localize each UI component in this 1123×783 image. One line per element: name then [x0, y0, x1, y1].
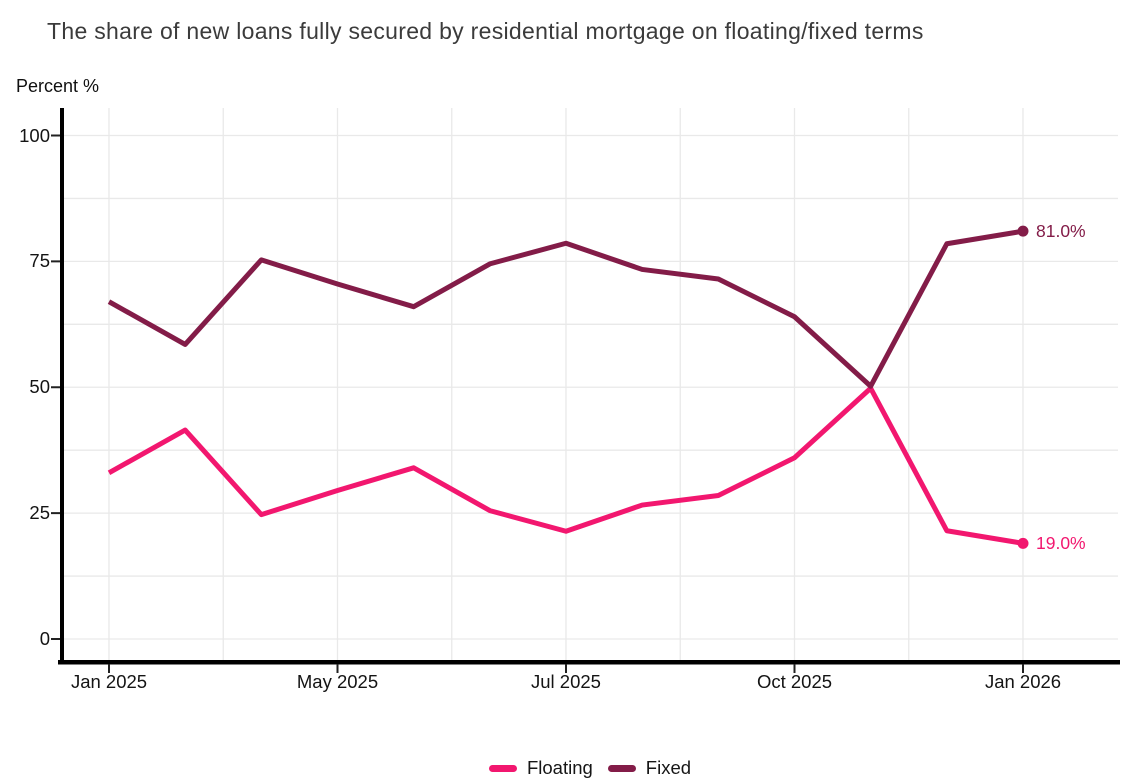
series-end-label-floating: 19.0%	[1036, 533, 1086, 554]
y-tick-label: 100	[19, 124, 50, 146]
x-tick-label: Jan 2026	[984, 671, 1062, 692]
legend-label-fixed: Fixed	[645, 757, 692, 778]
legend-item-floating: Floating	[488, 756, 593, 780]
y-axis-title: Percent %	[16, 76, 100, 96]
legend-swatch-fixed	[607, 764, 636, 772]
x-tick-label: Jul 2025	[531, 671, 601, 692]
y-tick-label: 25	[29, 502, 50, 524]
x-tick-label: Oct 2025	[756, 671, 833, 692]
page-title: The share of new loans fully secured by …	[47, 18, 924, 44]
legend: Floating Fixed	[62, 755, 1118, 781]
y-tick-label: 0	[39, 628, 50, 649]
legend-item-fixed: Fixed	[607, 756, 692, 780]
y-tick-label: 75	[29, 250, 50, 272]
x-tick-label: Jan 2025	[70, 671, 148, 692]
series-end-label-fixed: 81.0%	[1036, 221, 1086, 242]
series-line-fixed	[107, 228, 1024, 389]
legend-label-floating: Floating	[526, 757, 593, 778]
x-axis-line	[58, 660, 1120, 665]
series-end-dot-fixed	[1017, 225, 1029, 237]
y-tick-label: 50	[29, 376, 50, 398]
y-axis-line	[60, 108, 64, 662]
series-end-dot-floating	[1017, 537, 1029, 549]
legend-swatch-floating	[488, 764, 517, 772]
x-tick-label: May 2025	[296, 671, 379, 692]
